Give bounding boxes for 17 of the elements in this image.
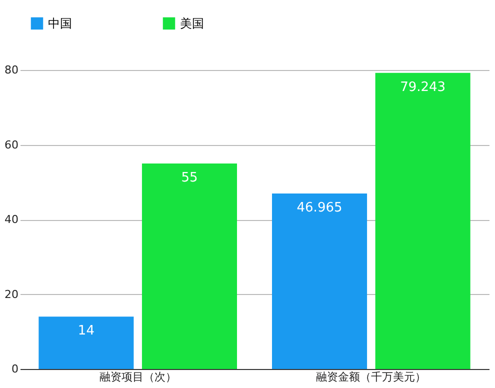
legend-label: 美国	[180, 16, 204, 30]
bar	[375, 72, 470, 369]
data-label: 46.965	[296, 200, 342, 216]
bar	[272, 193, 368, 369]
data-label: 55	[181, 170, 198, 186]
data-label: 79.243	[400, 80, 446, 95]
data-label: 14	[78, 324, 94, 339]
x-tick-label: 融资金额（千万美元）	[316, 370, 426, 384]
y-tick-label: 60	[4, 138, 18, 152]
x-tick-label: 融资项目（次）	[99, 370, 176, 384]
y-tick-label: 40	[4, 213, 18, 226]
y-tick-label: 0	[12, 362, 18, 376]
bar	[38, 316, 134, 369]
y-tick-label: 20	[4, 288, 18, 301]
y-tick-label: 80	[4, 64, 18, 76]
bar	[142, 163, 237, 369]
legend-label: 中国	[48, 16, 72, 30]
